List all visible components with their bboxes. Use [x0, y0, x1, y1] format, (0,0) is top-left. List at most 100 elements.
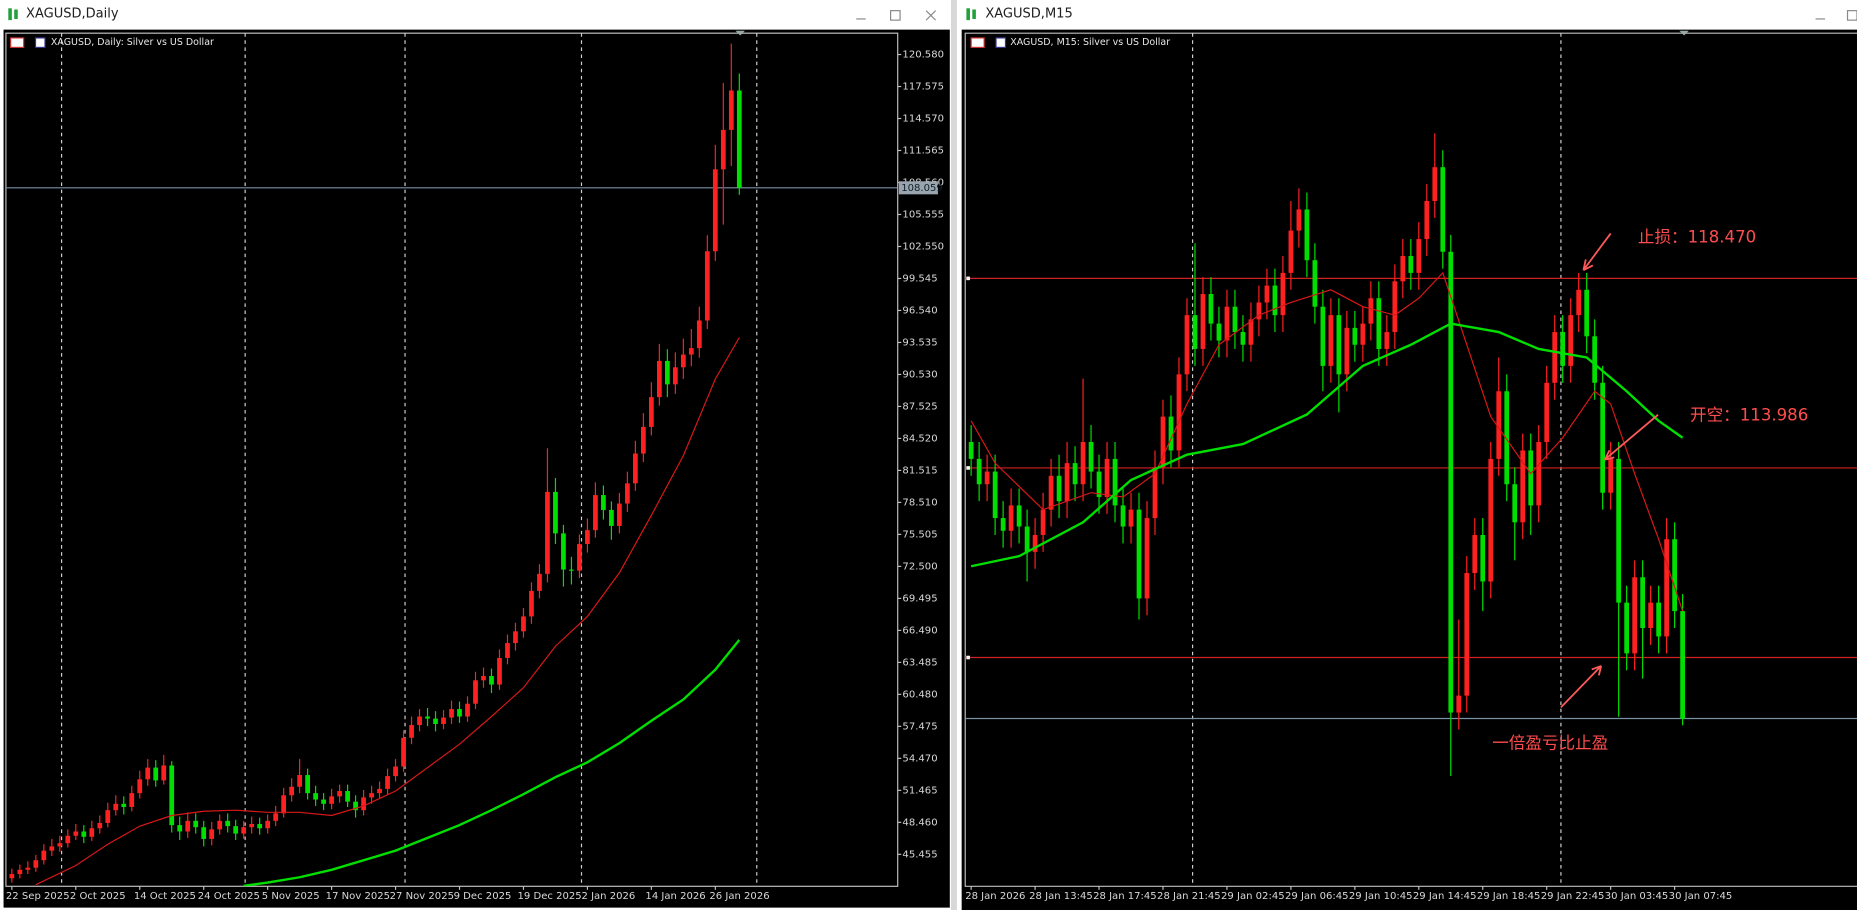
y-tick-label: 69.495: [902, 593, 937, 604]
candle-body: [1528, 450, 1534, 506]
candle-body: [1128, 509, 1134, 527]
annotation: 一倍盈亏比止盈: [1492, 734, 1608, 753]
candle-body: [113, 803, 119, 811]
close-button[interactable]: [925, 10, 937, 21]
y-tick-label: 63.485: [902, 657, 937, 668]
candle-body: [1656, 602, 1661, 637]
y-tick-label: 93.535: [902, 337, 937, 348]
candle-body: [968, 441, 974, 459]
candle-body: [1160, 416, 1166, 468]
candle-body: [1264, 285, 1270, 303]
maximize-button[interactable]: [890, 10, 901, 21]
maximize-button[interactable]: [1846, 10, 1857, 21]
candle-body: [1024, 526, 1030, 552]
candle-body: [1008, 505, 1014, 531]
candle-body: [1640, 577, 1646, 628]
x-tick-label: 5 Nov 2025: [262, 891, 320, 902]
moving-average-line: [243, 639, 741, 887]
candle-body: [529, 590, 534, 617]
chart-header: XAGUSD, M15: Silver vs US Dollar: [1010, 37, 1170, 48]
candle-body: [57, 843, 63, 847]
y-tick-label: 48.460: [902, 817, 937, 828]
candle-body: [1232, 306, 1238, 333]
candle-body: [984, 471, 990, 485]
x-tick-label: 14 Jan 2026: [645, 891, 705, 902]
candle-body: [361, 797, 366, 811]
candle-body: [1200, 294, 1206, 349]
x-tick-label: 9 Dec 2025: [454, 891, 512, 902]
candle-body: [577, 544, 582, 571]
x-tick-label: 26 Jan 2026: [709, 891, 769, 902]
candle-body: [209, 829, 215, 839]
x-tick-label: 28 Jan 17:45: [1093, 891, 1157, 902]
y-tick-label: 81.515: [902, 465, 937, 476]
level-handle: [966, 655, 970, 660]
y-tick-label: 96.540: [902, 305, 937, 316]
candle-body: [9, 874, 15, 879]
candle-body: [489, 676, 494, 685]
candle-body: [1208, 294, 1214, 324]
candle-body: [1192, 315, 1198, 349]
level-handle: [966, 276, 970, 281]
y-tick-label: 84.520: [902, 433, 937, 444]
candle-body: [1672, 539, 1677, 612]
y-tick-label: 57.475: [902, 721, 937, 732]
candle-body: [1592, 336, 1598, 383]
candle-body: [1512, 484, 1518, 523]
candle-body: [1088, 441, 1094, 472]
candle-body: [521, 616, 526, 632]
candle-body: [33, 860, 39, 868]
candle-body: [105, 810, 111, 823]
candle-body: [1648, 602, 1654, 628]
candle-body: [649, 397, 654, 427]
candle-body: [1488, 458, 1494, 582]
candle-body: [601, 495, 606, 510]
candle-body: [1632, 577, 1638, 654]
candle-body: [609, 509, 614, 526]
candle-body: [225, 820, 231, 827]
candle-body: [1368, 298, 1374, 324]
candle-body: [353, 801, 358, 811]
candle-body: [688, 348, 694, 355]
candle-body: [1312, 260, 1318, 307]
candle-body: [672, 367, 678, 385]
candle-body: [992, 471, 998, 519]
candle-body: [1144, 518, 1150, 599]
candle-body: [720, 129, 726, 170]
candle-body: [137, 779, 143, 794]
y-tick-label: 102.550: [902, 241, 944, 252]
candle-body: [1064, 463, 1070, 502]
candle-body: [393, 766, 398, 777]
candle-body: [1168, 416, 1174, 451]
y-tick-label: 90.530: [902, 369, 937, 380]
y-tick-label: 66.490: [902, 625, 937, 636]
x-tick-label: 2 Oct 2025: [70, 891, 126, 902]
candle-body: [505, 643, 510, 658]
annotation-arrows: [1560, 232, 1659, 709]
candle-body: [441, 717, 446, 724]
candle-body: [1616, 458, 1622, 603]
x-tick-label: 19 Dec 2025: [518, 891, 582, 902]
y-tick-label: 45.455: [902, 849, 937, 860]
candle-body: [49, 846, 55, 851]
moving-average-line: [35, 337, 740, 886]
candle-body: [433, 718, 438, 724]
x-tick-label: 24 Oct 2025: [198, 891, 260, 902]
candle-body: [1544, 382, 1550, 442]
candle-body: [585, 530, 590, 545]
plot-layer: [5, 43, 898, 887]
chart-header-icons: [10, 37, 1007, 48]
candle-body: [1408, 255, 1414, 273]
candle-body: [65, 835, 71, 844]
x-tick-label: 2 Jan 2026: [581, 891, 635, 902]
candle-body: [97, 822, 103, 829]
candle-body: [1280, 272, 1286, 316]
candle-body: [1048, 475, 1054, 510]
candle-body: [321, 799, 326, 804]
x-tick-label: 28 Jan 21:45: [1157, 891, 1221, 902]
candle-body: [145, 767, 151, 780]
y-tick-label: 75.505: [902, 529, 937, 540]
candle-body: [1176, 374, 1182, 451]
candle-body: [465, 703, 470, 717]
